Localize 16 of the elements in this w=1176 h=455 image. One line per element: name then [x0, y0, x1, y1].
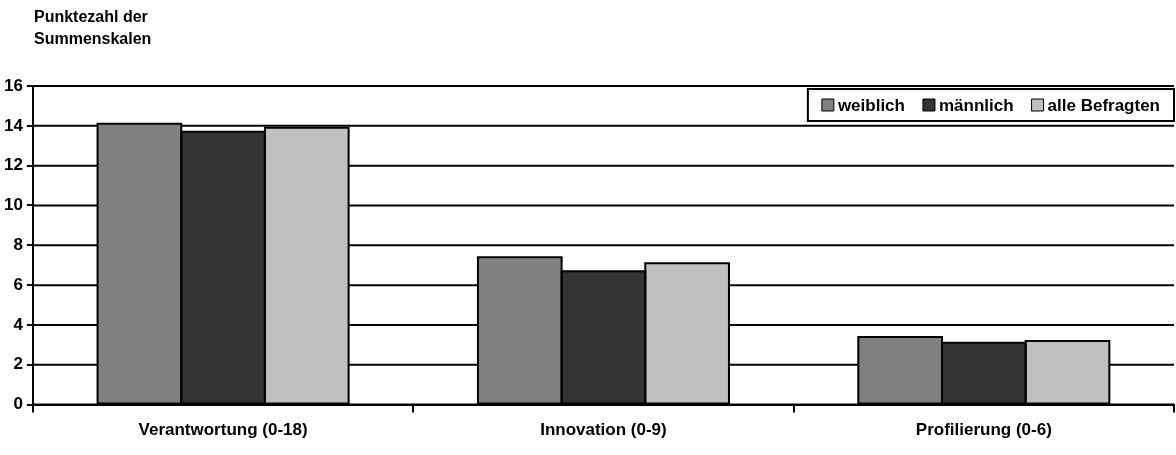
y-tick-label: 0: [13, 394, 23, 414]
y-tick-label: 10: [3, 195, 23, 215]
x-tick-label: Innovation (0-9): [540, 420, 667, 440]
legend-label: weiblich: [836, 95, 905, 115]
y-tick-label: 6: [13, 274, 23, 294]
y-tick-label: 12: [3, 155, 23, 175]
x-tick-label: Profilierung (0-6): [915, 420, 1052, 440]
legend-label: männlich: [938, 95, 1014, 115]
y-tick-label: 2: [13, 354, 23, 374]
y-tick-label: 4: [13, 314, 24, 334]
y-tick-label: 16: [3, 75, 23, 95]
x-tick-label: Verantwortung (0-18): [138, 420, 308, 440]
y-tick-label: 14: [3, 115, 24, 135]
y-tick-label: 8: [13, 234, 23, 254]
y-axis-title: Punktezahl der Summenskalen: [34, 7, 153, 49]
legend-label: alle Befragten: [1047, 95, 1161, 115]
